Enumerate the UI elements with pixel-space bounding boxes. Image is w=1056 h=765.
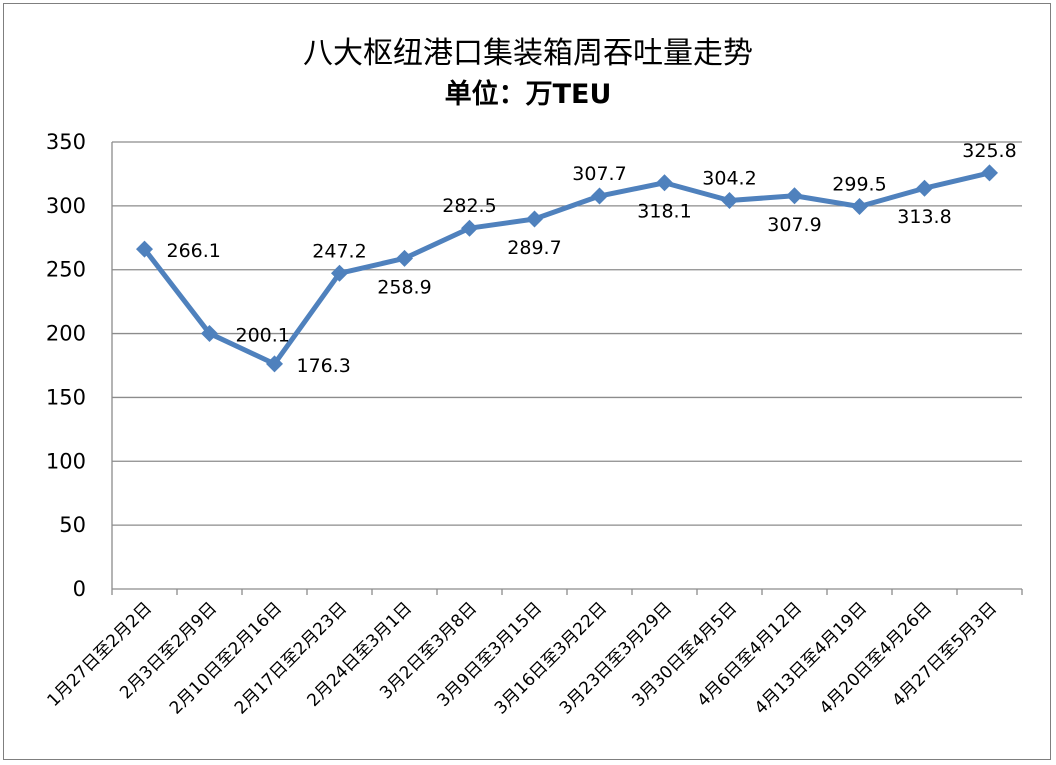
y-tick-label: 250 [46, 258, 86, 282]
data-label: 289.7 [507, 237, 561, 259]
data-label: 307.7 [572, 163, 626, 185]
data-label: 304.2 [702, 167, 756, 189]
chart-frame [3, 3, 1051, 760]
x-tick-label: 2月17日至2月23日 [231, 598, 351, 718]
y-axis-ticks: 0 50 100 150 200 250 300 350 [46, 130, 86, 601]
y-tick-label: 0 [73, 577, 86, 601]
data-label: 176.3 [297, 355, 351, 377]
x-axis [111, 142, 1023, 595]
data-label: 247.2 [312, 240, 366, 262]
data-label: 313.8 [897, 206, 951, 228]
data-point [591, 187, 608, 205]
data-point [201, 324, 218, 342]
y-tick-label: 350 [46, 130, 86, 154]
x-tick-label: 4月20日至4月26日 [816, 598, 936, 718]
data-point [266, 355, 283, 373]
data-point [396, 249, 413, 267]
y-tick-label: 150 [46, 385, 86, 409]
data-point [981, 164, 998, 182]
x-tick-label: 2月10日至2月16日 [166, 598, 286, 718]
y-tick-label: 300 [46, 194, 86, 218]
x-axis-ticks: 1月27日至2月2日2月3日至2月9日2月10日至2月16日2月17日至2月23… [44, 598, 1001, 718]
data-label: 258.9 [377, 276, 431, 298]
data-labels: 266.1 200.1 176.3 247.2 258.9 282.5 289.7 307.7… [167, 140, 1017, 377]
data-label: 266.1 [167, 240, 221, 262]
series-markers [136, 164, 998, 373]
y-tick-label: 200 [46, 322, 86, 346]
data-point [916, 179, 933, 197]
data-label: 282.5 [442, 195, 496, 217]
data-label: 325.8 [962, 140, 1016, 162]
data-label: 200.1 [236, 324, 290, 346]
data-point [461, 219, 478, 237]
y-tick-label: 50 [59, 513, 86, 537]
data-point [136, 240, 153, 258]
chart-subtitle: 单位：万TEU [444, 79, 612, 110]
x-tick-label: 3月23日至3月29日 [556, 598, 676, 718]
x-tick-label: 4月13日至4月19日 [751, 598, 871, 718]
data-point [331, 264, 348, 282]
series-line [142, 170, 991, 367]
data-label: 318.1 [637, 201, 691, 223]
data-point [851, 197, 868, 215]
x-tick-label: 3月16日至3月22日 [491, 598, 611, 718]
series-line-path [142, 170, 991, 367]
data-point [656, 174, 673, 192]
data-point [721, 191, 738, 209]
data-point [526, 210, 543, 228]
data-point [786, 187, 803, 205]
data-label: 299.5 [832, 173, 886, 195]
y-tick-label: 100 [46, 449, 86, 473]
data-label: 307.9 [767, 214, 821, 236]
chart-title: 八大枢纽港口集装箱周吞吐量走势 [303, 36, 753, 71]
